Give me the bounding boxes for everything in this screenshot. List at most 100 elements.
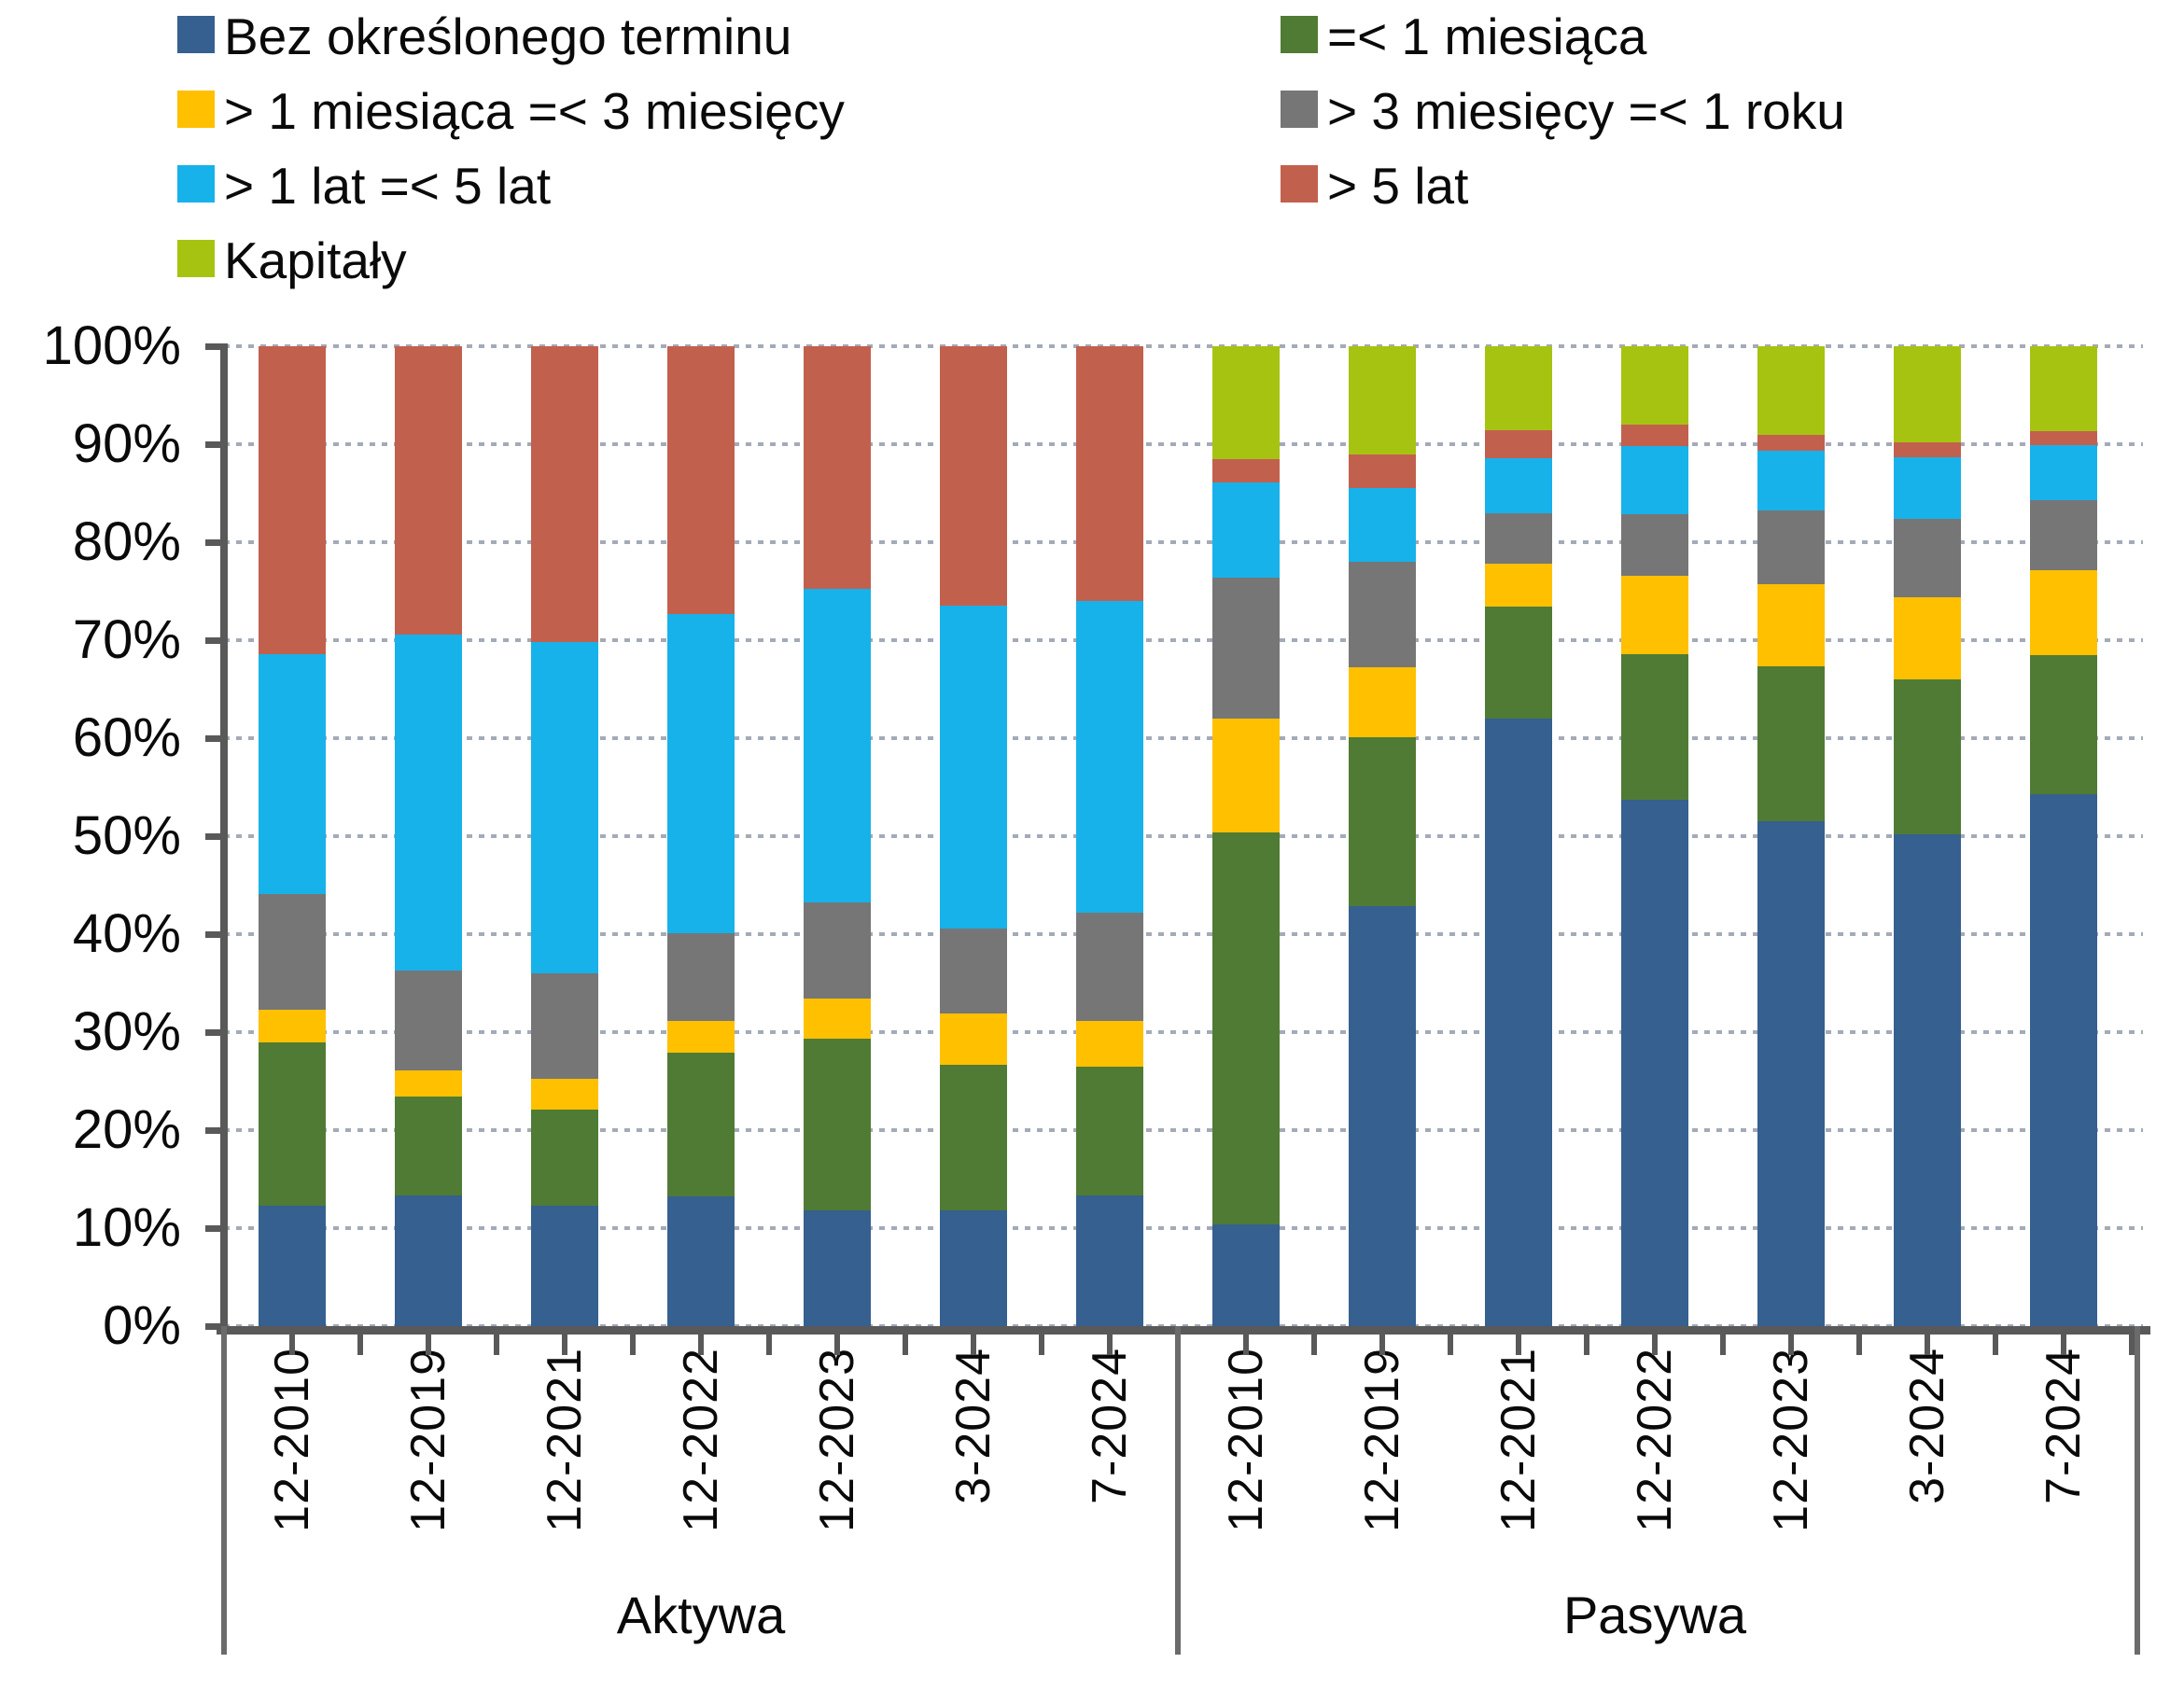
bar-pasywa-12-2019 [1349,346,1416,1326]
y-axis-tick-label: 20% [72,1099,181,1160]
y-axis-line [220,346,228,1335]
group-bracket-left [221,1326,227,1655]
x-axis-tick [1516,1335,1521,1355]
bar-segment [1757,666,1825,822]
bar-segment [2030,499,2097,571]
bar-segment [259,346,326,654]
x-axis-category-label: 12-2023 [810,1348,864,1532]
legend-label: > 1 miesiąca =< 3 miesięcy [224,82,845,140]
bar-segment [667,346,735,614]
x-axis-tick [971,1335,976,1355]
bar-segment [1485,564,1552,608]
x-axis-category-label: 12-2021 [538,1348,592,1532]
bar-segment [940,346,1007,607]
gridline [224,442,2143,446]
x-axis-tick [1720,1335,1726,1355]
gridline [224,540,2143,544]
legend-swatch-icon [177,16,215,53]
bar-aktywa-12-2010 [259,346,326,1326]
x-axis-tick [1448,1335,1453,1355]
x-axis-category-label: 12-2010 [265,1348,319,1532]
bar-segment [1621,425,1688,447]
bar-segment [1349,736,1416,906]
y-axis-tick-label: 60% [72,707,181,768]
y-axis-tick [205,343,228,350]
bar-segment [1485,430,1552,458]
bar-segment [1894,441,1961,457]
y-axis-tick [205,1225,228,1232]
bar-segment [395,1069,462,1097]
bar-segment [1212,482,1280,578]
bar-segment [2030,346,2097,432]
bar-segment [1894,346,1961,442]
bar-segment [1621,346,1688,425]
bar-segment [1621,513,1688,576]
x-axis-line [217,1326,2150,1335]
bar-segment [1212,719,1280,832]
bar-aktywa-12-2022 [667,346,735,1326]
bar-segment [940,928,1007,1014]
bar-segment [1757,821,1825,1326]
bar-segment [804,589,871,903]
x-axis-tick [766,1335,772,1355]
bar-segment [940,1013,1007,1065]
bar-segment [804,346,871,590]
bar-pasywa-3-2024 [1894,346,1961,1326]
bar-segment [531,1205,598,1326]
bar-segment [1894,679,1961,834]
x-axis-tick [630,1335,636,1355]
bar-pasywa-12-2021 [1485,346,1552,1326]
bar-segment [1485,512,1552,565]
x-axis-tick [698,1335,704,1355]
x-axis-category-label: 12-2022 [674,1348,728,1532]
y-axis-tick [205,931,228,938]
y-axis-tick-label: 10% [72,1197,181,1258]
x-axis-tick [1788,1335,1794,1355]
bar-segment [667,932,735,1022]
bar-segment [531,1109,598,1206]
legend-swatch-icon [177,240,215,277]
bar-segment [1212,458,1280,482]
legend-item: Kapitały [177,231,407,289]
x-axis-tick [2129,1335,2135,1355]
legend-item: > 3 miesięcy =< 1 roku [1281,82,1845,140]
legend-item: > 5 lat [1281,157,1468,215]
x-axis-tick [357,1335,363,1355]
bar-segment [1212,346,1280,459]
legend-label: =< 1 miesiąca [1327,7,1647,65]
bar-segment [1212,832,1280,1224]
legend: Bez określonego terminu =< 1 miesiąca > 1 … [177,7,2137,315]
bar-segment [667,1053,735,1197]
gridline [224,736,2143,740]
bar-segment [1076,1021,1143,1067]
bar-segment [1485,719,1552,1326]
bar-segment [1894,596,1961,679]
x-axis-category-label: 12-2019 [1355,1348,1409,1532]
bar-segment [1076,601,1143,913]
y-axis-tick [205,539,228,546]
bar-segment [1076,912,1143,1022]
gridline [224,344,2143,348]
bar-pasywa-12-2010 [1212,346,1280,1326]
x-axis-category-label: 12-2019 [401,1348,455,1532]
x-axis-tick [1925,1335,1930,1355]
gridline [224,638,2143,642]
x-axis-category-label: 12-2021 [1491,1348,1546,1532]
bar-segment [667,1021,735,1054]
bar-segment [2030,793,2097,1326]
x-axis-tick [1993,1335,1998,1355]
group-bracket-middle [1175,1326,1181,1655]
y-axis-tick-label: 100% [42,315,181,376]
y-axis-tick-label: 30% [72,1001,181,1062]
y-axis-tick [205,1029,228,1036]
legend-item: > 1 miesiąca =< 3 miesięcy [177,82,845,140]
bar-segment [1349,667,1416,737]
bar-segment [1894,833,1961,1326]
bar-segment [395,346,462,635]
bar-segment [395,1097,462,1196]
x-axis-tick [1652,1335,1658,1355]
x-axis-category-label: 3-2024 [946,1348,1001,1504]
bar-segment [1076,1066,1143,1196]
bar-pasywa-7-2024 [2030,346,2097,1326]
x-axis-tick [426,1335,431,1355]
